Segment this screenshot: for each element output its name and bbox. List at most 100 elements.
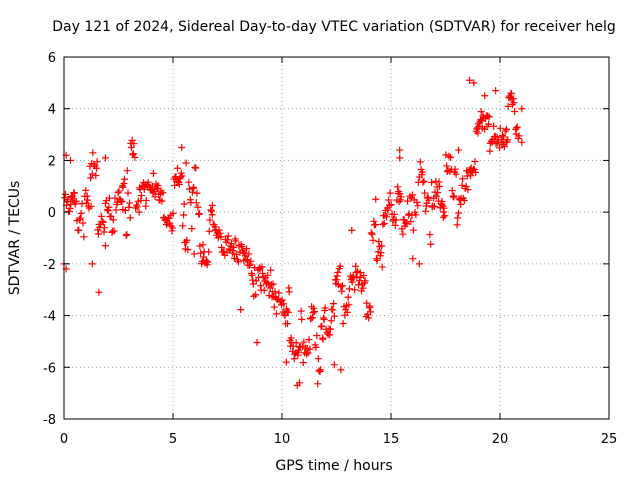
data-point [511, 108, 519, 116]
data-point [345, 285, 353, 293]
data-point [363, 299, 371, 307]
data-point [169, 209, 177, 217]
data-point [385, 196, 393, 204]
data-point [438, 197, 446, 205]
data-point [370, 217, 378, 225]
data-point [330, 361, 338, 369]
data-point [195, 210, 203, 218]
data-point [131, 153, 139, 161]
data-point [237, 306, 245, 314]
data-point [455, 209, 463, 217]
x-tick-label: 25 [601, 432, 618, 447]
data-point [267, 266, 275, 274]
data-point [400, 216, 408, 224]
data-point [471, 158, 479, 166]
data-point [192, 199, 200, 207]
data-point [208, 201, 216, 209]
data-point [338, 287, 346, 295]
data-point [278, 296, 286, 304]
data-point [249, 276, 257, 284]
data-point [430, 202, 438, 210]
data-point [369, 236, 377, 244]
data-point [425, 196, 433, 204]
data-point [428, 179, 436, 187]
data-point [329, 300, 337, 308]
data-point [230, 254, 238, 262]
data-point [361, 277, 369, 285]
data-point [368, 230, 376, 238]
data-point [194, 203, 202, 211]
data-point [420, 177, 428, 185]
data-point [250, 292, 258, 300]
data-point [227, 240, 235, 248]
x-axis-label: GPS time / hours [275, 458, 392, 474]
data-point [208, 211, 216, 219]
data-point [64, 196, 72, 204]
data-point [328, 305, 336, 313]
data-point [88, 170, 96, 178]
data-point [93, 158, 101, 166]
data-point [310, 308, 318, 316]
data-point [419, 178, 427, 186]
data-point [171, 181, 179, 189]
data-point [319, 314, 327, 322]
data-point [455, 146, 463, 154]
data-point [61, 190, 69, 198]
data-point [127, 144, 135, 152]
data-point [292, 339, 300, 347]
data-point [283, 307, 291, 315]
data-point [492, 87, 500, 95]
data-point [241, 252, 249, 260]
data-point [396, 146, 404, 154]
data-point [458, 181, 466, 189]
data-point [144, 178, 152, 186]
data-point [275, 289, 283, 297]
data-point [326, 331, 334, 339]
data-point [416, 158, 424, 166]
y-tick-label: 4 [48, 103, 56, 118]
data-point [205, 227, 213, 235]
data-point [299, 359, 307, 367]
data-point [450, 192, 458, 200]
data-point [114, 189, 122, 197]
data-point [93, 164, 101, 172]
data-point [138, 192, 146, 200]
data-point [486, 147, 494, 155]
y-axis-label: SDTVAR / TECUs [7, 181, 23, 296]
data-point [101, 242, 109, 250]
data-point [472, 168, 480, 176]
data-point [84, 196, 92, 204]
data-point [485, 120, 493, 128]
data-point [280, 300, 288, 308]
data-point [356, 269, 364, 277]
data-point [89, 149, 97, 157]
data-point [252, 291, 260, 299]
data-point [396, 154, 404, 162]
data-point [359, 284, 367, 292]
data-point [178, 144, 186, 151]
data-point [470, 79, 478, 87]
data-point [126, 199, 134, 207]
data-point [509, 95, 517, 103]
data-point [397, 193, 405, 201]
data-point [110, 227, 118, 235]
data-point [75, 216, 83, 224]
data-point [293, 381, 301, 389]
y-tick-label: 6 [48, 51, 56, 66]
data-point [490, 122, 498, 130]
data-point [192, 164, 200, 172]
data-point [320, 315, 328, 323]
data-point [477, 108, 485, 116]
y-tick-label: 2 [48, 154, 56, 169]
data-point [154, 182, 162, 190]
data-point [334, 268, 342, 276]
data-point [239, 248, 247, 256]
data-point [300, 338, 308, 346]
data-point [310, 304, 318, 312]
data-point [165, 214, 173, 222]
data-point [264, 271, 272, 279]
data-point [197, 249, 205, 257]
data-point [513, 123, 521, 131]
data-point [282, 358, 290, 366]
data-point [465, 76, 473, 84]
